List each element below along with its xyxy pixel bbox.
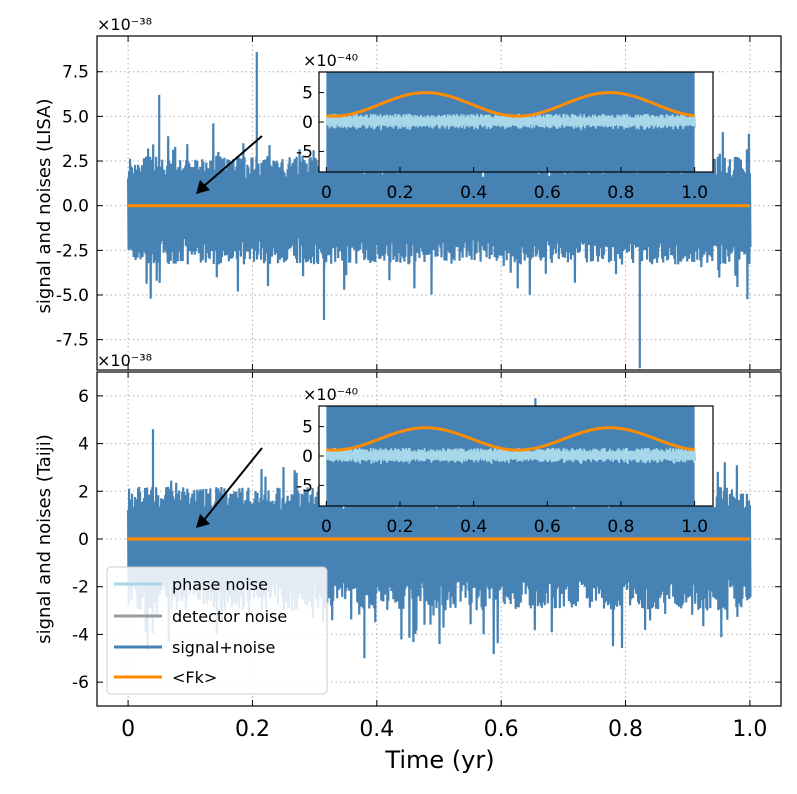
inset-x-tick-label: 0.8: [607, 517, 634, 537]
y-tick-label: 5.0: [62, 107, 89, 127]
inset-x-tick-label: 1.0: [681, 183, 708, 203]
x-tick-label: 1.0: [732, 717, 767, 742]
offset-text: ×10⁻³⁸: [97, 351, 152, 370]
legend-label-fk: <Fk>: [172, 668, 217, 687]
inset-x-tick-label: 0.6: [534, 183, 561, 203]
inset-arrow: [203, 447, 263, 521]
y-tick-label: 6: [78, 387, 89, 407]
inset-x-tick-label: 0: [321, 517, 332, 537]
offset-text: ×10⁻³⁸: [97, 15, 152, 34]
inset-phase-noise: [325, 447, 697, 465]
inset-offset-text: ×10⁻⁴⁰: [303, 385, 358, 404]
inset-x-tick-label: 0.2: [386, 517, 413, 537]
y-tick-label: -7.5: [56, 331, 89, 351]
x-tick-label: 0.4: [359, 717, 394, 742]
y-tick-label: 0: [78, 530, 89, 550]
x-tick-label: 0.6: [484, 717, 519, 742]
series-signal-noise: [127, 52, 752, 369]
legend-label-phase-noise: phase noise: [172, 575, 268, 594]
legend-box: [106, 566, 328, 695]
inset-x-tick-label: 0.2: [386, 183, 413, 203]
y-axis-label: signal and noises (LISA): [34, 99, 55, 314]
inset-x-tick-label: 0.6: [534, 517, 561, 537]
inset-x-tick-label: 0.4: [460, 183, 487, 203]
y-tick-label: -4: [72, 625, 89, 645]
inset-x-tick-label: 1.0: [681, 517, 708, 537]
inset-y-tick-label: 5: [302, 84, 313, 104]
inset-y-tick-label: 5: [302, 418, 313, 438]
y-tick-label: -5.0: [56, 286, 89, 306]
x-axis-label: Time (yr): [384, 746, 494, 774]
y-tick-label: 2: [78, 482, 89, 502]
y-tick-label: 0.0: [62, 197, 89, 217]
x-tick-label: 0.8: [608, 717, 643, 742]
inset-phase-noise: [325, 113, 697, 131]
y-tick-label: -6: [72, 673, 89, 693]
inset-y-tick-label: -5: [296, 476, 313, 496]
x-tick-label: 0: [121, 717, 135, 742]
legend-label-detector-noise: detector noise: [172, 607, 287, 626]
inset-arrowhead: [196, 514, 210, 528]
inset-y-tick-label: 0: [302, 113, 313, 133]
y-tick-label: 2.5: [62, 152, 89, 172]
inset-arrow: [203, 135, 263, 187]
inset-x-tick-label: 0.8: [607, 183, 634, 203]
plot-frame: [96, 371, 782, 707]
y-tick-label: 7.5: [62, 63, 89, 83]
y-axis-label: signal and noises (Taiji): [34, 434, 55, 644]
y-tick-label: -2.5: [56, 241, 89, 261]
legend-label-signal-noise: signal+noise: [172, 638, 275, 657]
x-tick-label: 0.2: [235, 717, 270, 742]
legend: phase noise detector noise signal+noise …: [106, 566, 328, 695]
y-tick-label: -2: [72, 578, 89, 598]
inset-x-tick-label: 0.4: [460, 517, 487, 537]
inset-y-tick-label: -5: [296, 142, 313, 162]
inset-signal: [326, 426, 695, 452]
inset-offset-text: ×10⁻⁴⁰: [303, 51, 358, 70]
inset-y-tick-label: 0: [302, 447, 313, 467]
panel-taiji: ×10⁻³⁸ signal and noises (Taiji) 0 0.2 0.4…: [34, 351, 781, 742]
inset-signal: [326, 91, 695, 118]
plot-frame: [96, 35, 782, 371]
y-tick-label: 4: [78, 435, 89, 455]
inset-arrowhead: [196, 180, 210, 194]
inset-x-tick-label: 0: [321, 183, 332, 203]
panel-lisa: ×10⁻³⁸ signal and noises (LISA) -7.5 -5.0…: [34, 15, 781, 370]
